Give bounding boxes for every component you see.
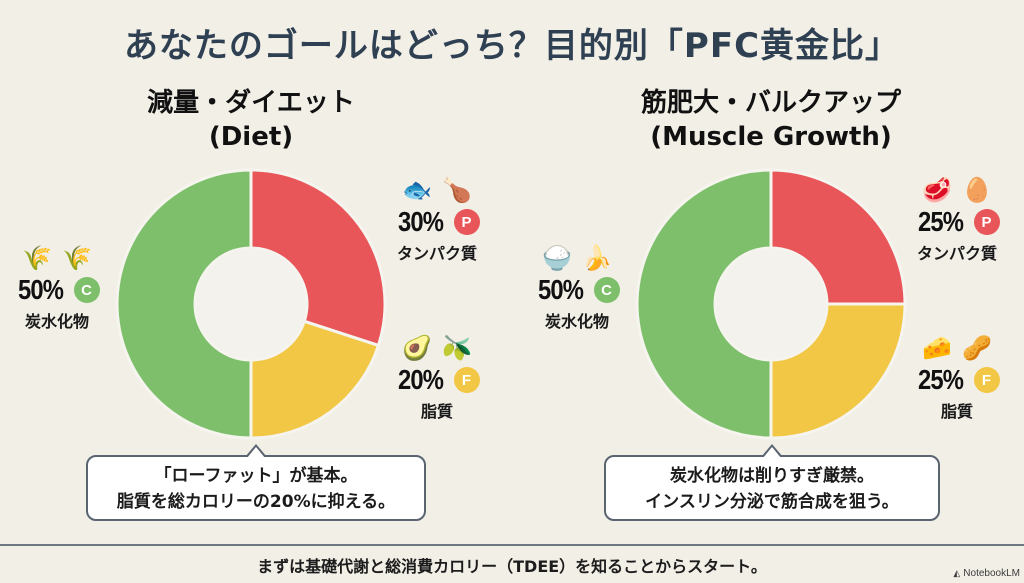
chicken-breast-icon: 🍗 [442,176,472,204]
carb-name: 炭水化物 [544,312,609,331]
donut-segment [769,168,907,306]
callout-line-1: 「ローファット」が基本。 [154,466,358,486]
diet-panel-title: 減量・ダイエット (Diet) [41,86,461,154]
carb-percentage: 50% [538,274,584,305]
carb-badge: C [593,277,620,303]
diet-protein-label: 🐟 🍗 30% P タンパク質 [382,172,492,264]
muscle-title-jp: 筋肥大・バルクアップ [640,88,901,118]
carb-name: 炭水化物 [24,312,89,331]
donut-segment [635,168,773,440]
fish-icon: 🐟 [402,176,432,204]
footer-divider [0,544,1024,546]
donut-segment [115,168,253,440]
muscle-callout: 炭水化物は削りすぎ厳禁。 インスリン分泌で筋合成を狙う。 [604,444,940,521]
donut-segment [249,168,387,348]
diet-carb-label: 🌾 🌾 50% C 炭水化物 [2,240,112,332]
protein-name: タンパク質 [916,244,997,263]
donut-segment [249,319,381,440]
wheat-icon: 🌾 [22,244,52,272]
diet-title-jp: 減量・ダイエット [147,88,355,118]
protein-name: タンパク質 [396,244,477,263]
muscle-panel-title: 筋肥大・バルクアップ (Muscle Growth) [561,86,981,154]
notebooklm-logo-icon: ◭ [953,568,961,578]
brand-mark: ◭ NotebookLM [953,568,1020,579]
banana-icon: 🍌 [582,244,612,272]
egg-icon: 🥚 [962,176,992,204]
avocado-icon: 🥑 [402,334,432,362]
brand-name: NotebookLM [963,568,1020,579]
diet-donut-chart [115,168,387,440]
fat-name: 脂質 [940,402,973,421]
callout-line-2: インスリン分泌で筋合成を狙う。 [645,492,899,512]
nuts-icon: 🥜 [962,334,992,362]
cheese-icon: 🧀 [922,334,952,362]
olive-oil-icon: 🫒 [442,334,472,362]
muscle-donut-chart [635,168,907,440]
diet-title-en: (Diet) [208,122,294,152]
steak-icon: 🥩 [922,176,952,204]
fat-percentage: 20% [398,364,444,395]
muscle-protein-label: 🥩 🥚 25% P タンパク質 [902,172,1012,264]
fat-badge: F [973,367,1000,393]
protein-badge: P [453,209,480,235]
fat-name: 脂質 [420,402,453,421]
protein-percentage: 30% [398,206,444,237]
fat-badge: F [453,367,480,393]
diet-fat-label: 🥑 🫒 20% F 脂質 [382,330,492,422]
donut-segment [769,302,907,440]
page-title: あなたのゴールはどっち？目的別「PFC黄金比」 [123,26,901,66]
wheat-icon: 🌾 [62,244,92,272]
rice-bowl-icon: 🍚 [542,244,572,272]
footer-text: まずは基礎代謝と総消費カロリー（TDEE）を知ることからスタート。 [257,557,767,576]
protein-badge: P [973,209,1000,235]
muscle-carb-label: 🍚 🍌 50% C 炭水化物 [522,240,632,332]
diet-callout: 「ローファット」が基本。 脂質を総カロリーの20%に抑える。 [86,444,426,521]
carb-badge: C [73,277,100,303]
muscle-fat-label: 🧀 🥜 25% F 脂質 [902,330,1012,422]
muscle-title-en: (Muscle Growth) [650,122,892,152]
callout-line-2: 脂質を総カロリーの20%に抑える。 [116,492,396,512]
fat-percentage: 25% [918,364,964,395]
carb-percentage: 50% [18,274,64,305]
callout-line-1: 炭水化物は削りすぎ厳禁。 [670,466,874,486]
protein-percentage: 25% [918,206,964,237]
